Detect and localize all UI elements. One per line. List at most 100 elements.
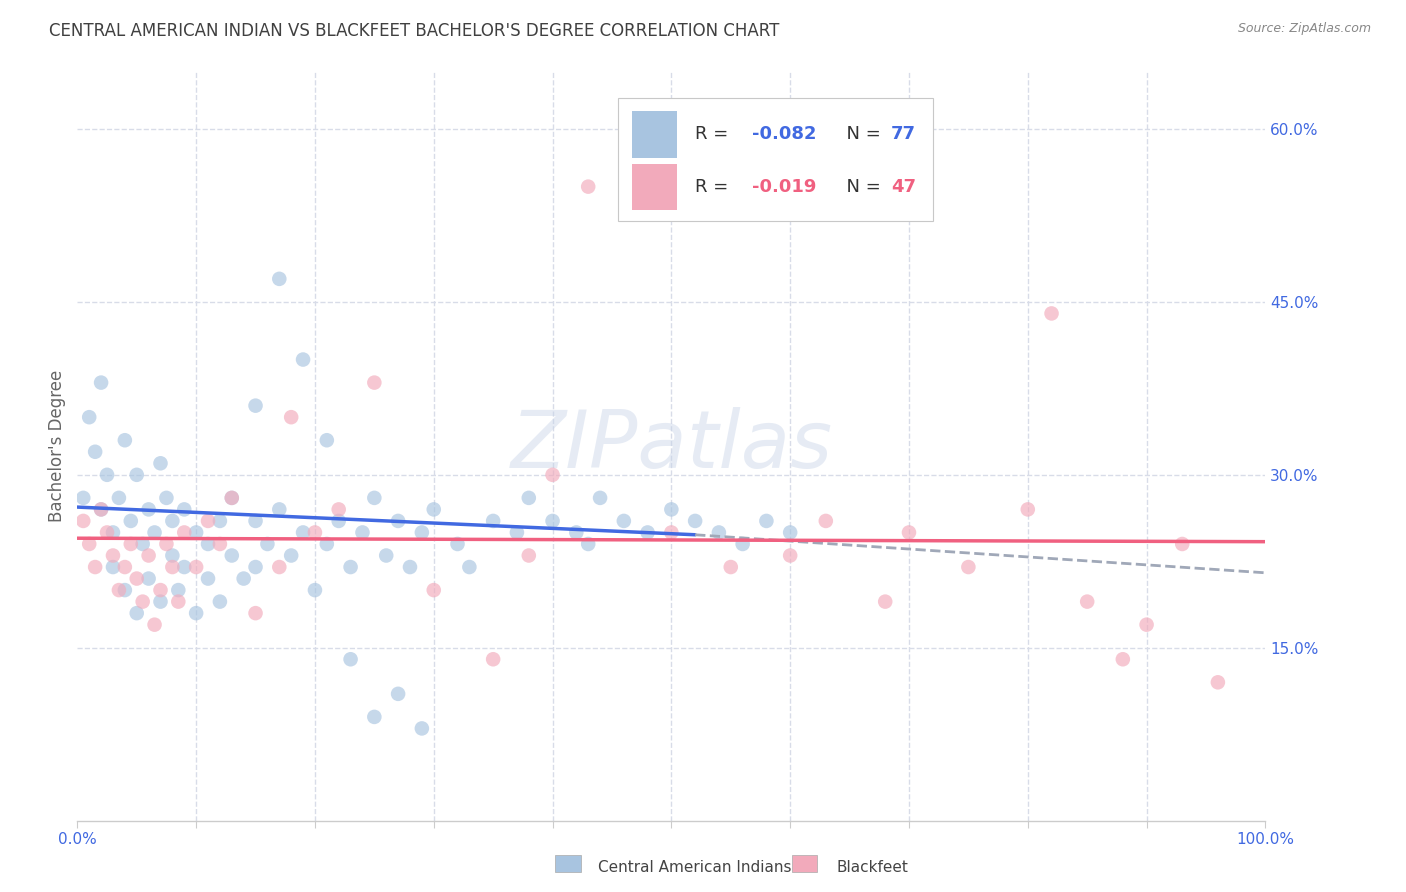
Point xyxy=(411,525,433,540)
Point xyxy=(114,434,136,448)
Point xyxy=(167,583,190,598)
Point xyxy=(720,560,742,574)
Point xyxy=(162,560,184,574)
Point xyxy=(138,502,160,516)
Text: N =: N = xyxy=(835,125,887,144)
Text: ZIPatlas: ZIPatlas xyxy=(510,407,832,485)
Point xyxy=(125,572,148,586)
Point xyxy=(208,537,231,551)
Point xyxy=(197,572,219,586)
Point xyxy=(108,491,131,505)
Point xyxy=(363,491,385,505)
Point xyxy=(957,560,980,574)
Point xyxy=(565,525,588,540)
Point xyxy=(1206,675,1229,690)
Point xyxy=(173,525,195,540)
Point xyxy=(167,594,190,608)
Point xyxy=(114,583,136,598)
Point xyxy=(387,687,409,701)
Point xyxy=(1112,652,1135,666)
Point xyxy=(221,491,243,505)
Point xyxy=(125,467,148,482)
Point xyxy=(125,606,148,620)
Point xyxy=(683,514,706,528)
Text: -0.019: -0.019 xyxy=(752,178,817,195)
FancyBboxPatch shape xyxy=(633,112,678,158)
Point xyxy=(1076,594,1098,608)
Point xyxy=(138,572,160,586)
Text: R =: R = xyxy=(695,125,734,144)
Point xyxy=(197,537,219,551)
Point xyxy=(245,560,267,574)
Point xyxy=(186,606,208,620)
Point xyxy=(411,722,433,736)
Point xyxy=(315,537,337,551)
Point xyxy=(1136,617,1159,632)
Text: Source: ZipAtlas.com: Source: ZipAtlas.com xyxy=(1237,22,1371,36)
Point xyxy=(245,399,267,413)
Point xyxy=(898,525,921,540)
Point xyxy=(541,467,564,482)
Point xyxy=(814,514,837,528)
Point xyxy=(208,514,231,528)
Point xyxy=(256,537,278,551)
Point xyxy=(423,583,446,598)
Point xyxy=(96,467,118,482)
Point xyxy=(613,514,636,528)
Point xyxy=(232,572,254,586)
Point xyxy=(315,434,337,448)
Point xyxy=(155,491,177,505)
Point xyxy=(138,549,160,563)
Point xyxy=(77,537,100,551)
Point xyxy=(84,560,107,574)
Point xyxy=(541,514,564,528)
Point xyxy=(352,525,374,540)
Point xyxy=(339,652,361,666)
Point xyxy=(517,549,540,563)
FancyBboxPatch shape xyxy=(633,163,678,210)
Point xyxy=(245,514,267,528)
Point xyxy=(143,525,166,540)
Point xyxy=(101,525,124,540)
Point xyxy=(661,525,683,540)
Point xyxy=(589,491,612,505)
Point xyxy=(482,514,505,528)
Point xyxy=(101,560,124,574)
Point xyxy=(90,376,112,390)
Point xyxy=(576,537,599,551)
Point xyxy=(339,560,361,574)
Point xyxy=(363,710,385,724)
Point xyxy=(328,502,350,516)
Text: 77: 77 xyxy=(891,125,917,144)
Point xyxy=(96,525,118,540)
Point xyxy=(131,594,153,608)
Point xyxy=(755,514,778,528)
Point xyxy=(77,410,100,425)
Point xyxy=(576,179,599,194)
Point xyxy=(375,549,398,563)
Point xyxy=(1040,306,1063,320)
Text: Central American Indians: Central American Indians xyxy=(598,860,792,874)
Point xyxy=(304,525,326,540)
Point xyxy=(731,537,754,551)
Point xyxy=(292,525,315,540)
Point xyxy=(517,491,540,505)
Point xyxy=(269,560,291,574)
Point xyxy=(120,537,142,551)
Point xyxy=(245,606,267,620)
Point xyxy=(269,272,291,286)
Point xyxy=(197,514,219,528)
Point xyxy=(1171,537,1194,551)
Point xyxy=(506,525,529,540)
Text: N =: N = xyxy=(835,178,887,195)
Point xyxy=(280,549,302,563)
Point xyxy=(149,583,172,598)
Point xyxy=(162,549,184,563)
Point xyxy=(1017,502,1039,516)
Y-axis label: Bachelor's Degree: Bachelor's Degree xyxy=(48,370,66,522)
Point xyxy=(221,491,243,505)
Point xyxy=(72,514,94,528)
Text: CENTRAL AMERICAN INDIAN VS BLACKFEET BACHELOR'S DEGREE CORRELATION CHART: CENTRAL AMERICAN INDIAN VS BLACKFEET BAC… xyxy=(49,22,779,40)
Point xyxy=(108,583,131,598)
Point xyxy=(221,549,243,563)
